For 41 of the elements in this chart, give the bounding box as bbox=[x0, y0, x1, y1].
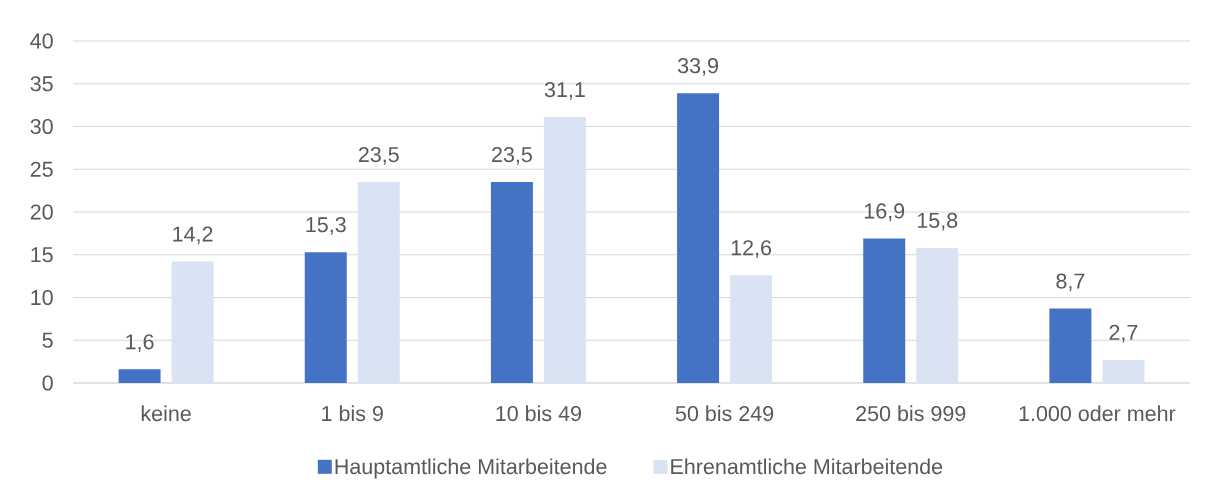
data-label: 8,7 bbox=[1056, 273, 1085, 292]
bar bbox=[677, 93, 720, 383]
x-tick-label: keine bbox=[141, 405, 191, 422]
y-tick-label: 15 bbox=[31, 247, 53, 263]
data-label: 31,1 bbox=[544, 81, 585, 100]
bar bbox=[304, 252, 347, 383]
y-tick-label: 0 bbox=[42, 375, 53, 391]
y-tick-label: 40 bbox=[30, 33, 53, 49]
legend-label: Hauptamtliche Mitarbeitende bbox=[335, 458, 607, 479]
x-tick-label: 1.000 oder mehr bbox=[1019, 405, 1176, 422]
data-label: 15,3 bbox=[306, 217, 346, 235]
data-label: 12,6 bbox=[731, 240, 772, 258]
y-tick-label: 5 bbox=[42, 332, 53, 348]
bar bbox=[916, 247, 959, 383]
data-label: 15,8 bbox=[917, 212, 958, 231]
x-tick-label: 1 bis 9 bbox=[322, 405, 383, 422]
bar bbox=[118, 369, 161, 383]
data-label: 23,5 bbox=[358, 146, 399, 165]
bar bbox=[1049, 308, 1092, 383]
y-tick-label: 25 bbox=[30, 161, 53, 177]
y-tick-label: 10 bbox=[31, 289, 53, 306]
bar bbox=[730, 275, 773, 383]
y-tick-label: 20 bbox=[30, 204, 53, 220]
bar bbox=[543, 117, 586, 383]
legend-label: Ehrenamtliche Mitarbeitende bbox=[671, 458, 943, 475]
data-label: 16,9 bbox=[864, 203, 905, 222]
y-tick-label: 30 bbox=[30, 118, 53, 135]
bar bbox=[490, 182, 533, 383]
x-tick-label: 250 bis 999 bbox=[856, 405, 966, 422]
x-tick-label: 50 bis 249 bbox=[675, 405, 774, 422]
bar bbox=[357, 182, 400, 383]
bar bbox=[1102, 359, 1145, 383]
bar bbox=[863, 238, 906, 383]
data-label: 1,6 bbox=[126, 334, 154, 352]
x-tick-label: 10 bis 49 bbox=[496, 405, 581, 422]
data-label: 2,7 bbox=[1109, 324, 1138, 343]
data-label: 33,9 bbox=[677, 58, 718, 76]
bar bbox=[171, 261, 214, 383]
data-label: 14,2 bbox=[173, 226, 213, 245]
y-tick-label: 35 bbox=[30, 76, 53, 92]
data-label: 23,5 bbox=[492, 146, 532, 165]
